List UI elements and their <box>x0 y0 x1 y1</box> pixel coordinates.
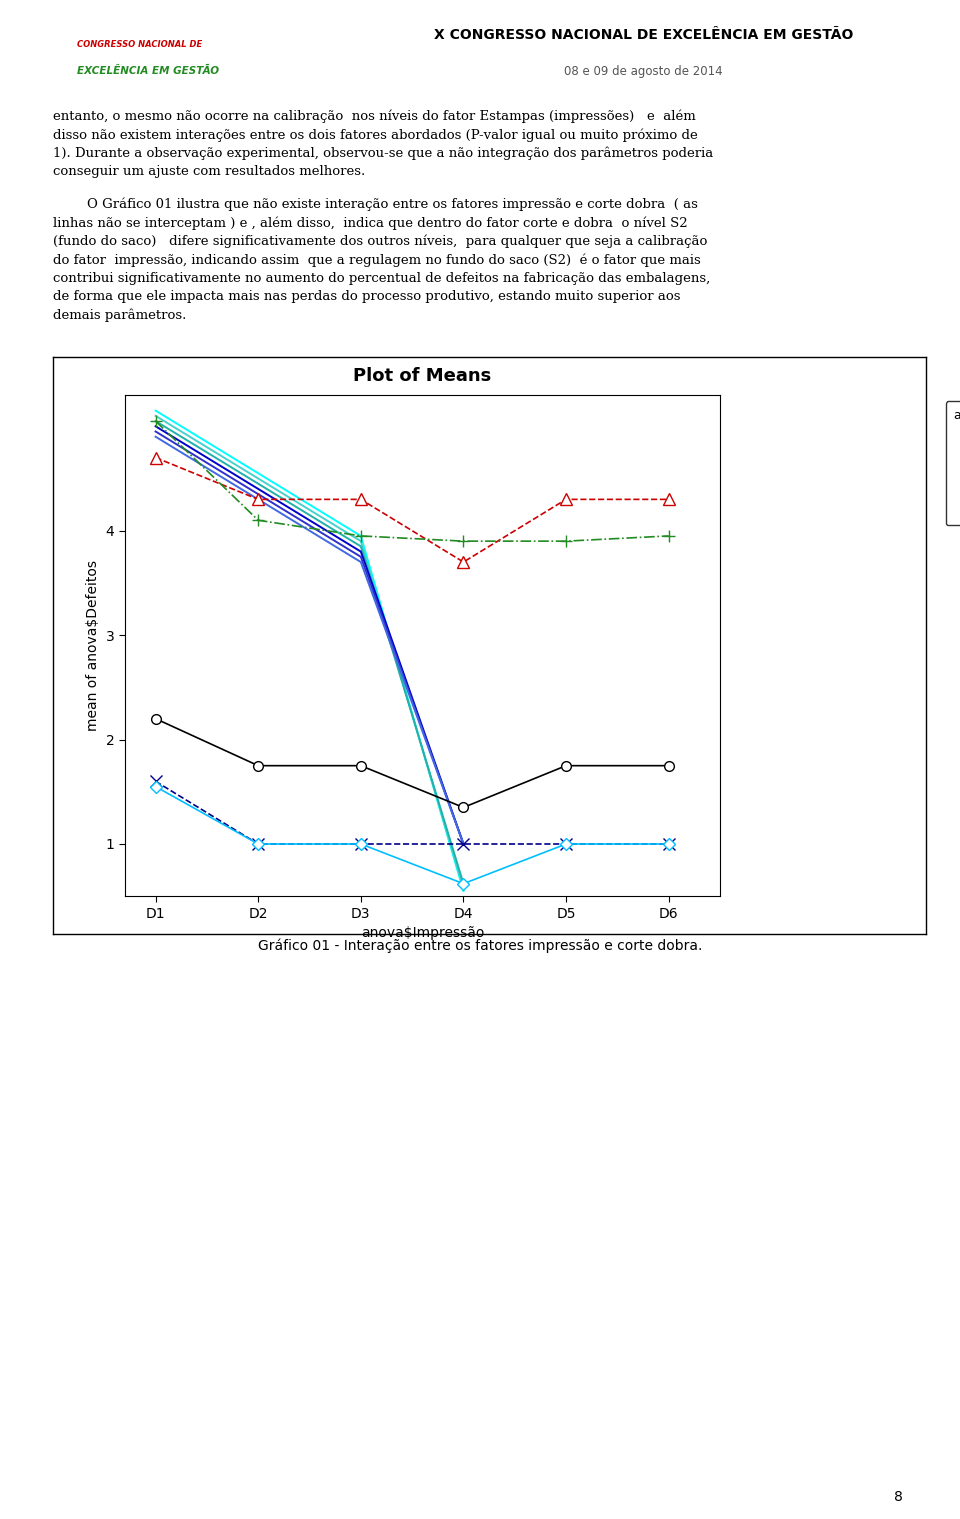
Text: entanto, o mesmo não ocorre na calibração  nos níveis do fator Estampas (impress: entanto, o mesmo não ocorre na calibraçã… <box>53 109 713 178</box>
Text: 8: 8 <box>894 1490 902 1504</box>
Y-axis label: mean of anova$Defeitos: mean of anova$Defeitos <box>86 561 100 731</box>
Text: Gráfico 01 - Interação entre os fatores impressão e corte dobra.: Gráfico 01 - Interação entre os fatores … <box>258 939 702 954</box>
X-axis label: anova$Impressão: anova$Impressão <box>361 927 484 940</box>
Text: 08 e 09 de agosto de 2014: 08 e 09 de agosto de 2014 <box>564 65 723 77</box>
Legend: S1, S2, S3, S4, S5: S1, S2, S3, S4, S5 <box>946 401 960 526</box>
Text: X CONGRESSO NACIONAL DE EXCELÊNCIA EM GESTÃO: X CONGRESSO NACIONAL DE EXCELÊNCIA EM GE… <box>434 27 852 41</box>
Text: EXCELÊNCIA EM GESTÃO: EXCELÊNCIA EM GESTÃO <box>77 65 219 76</box>
Text: CONGRESSO NACIONAL DE: CONGRESSO NACIONAL DE <box>77 39 202 49</box>
Text: O Gráfico 01 ilustra que não existe interação entre os fatores impressão e corte: O Gráfico 01 ilustra que não existe inte… <box>53 197 710 322</box>
Title: Plot of Means: Plot of Means <box>353 368 492 384</box>
